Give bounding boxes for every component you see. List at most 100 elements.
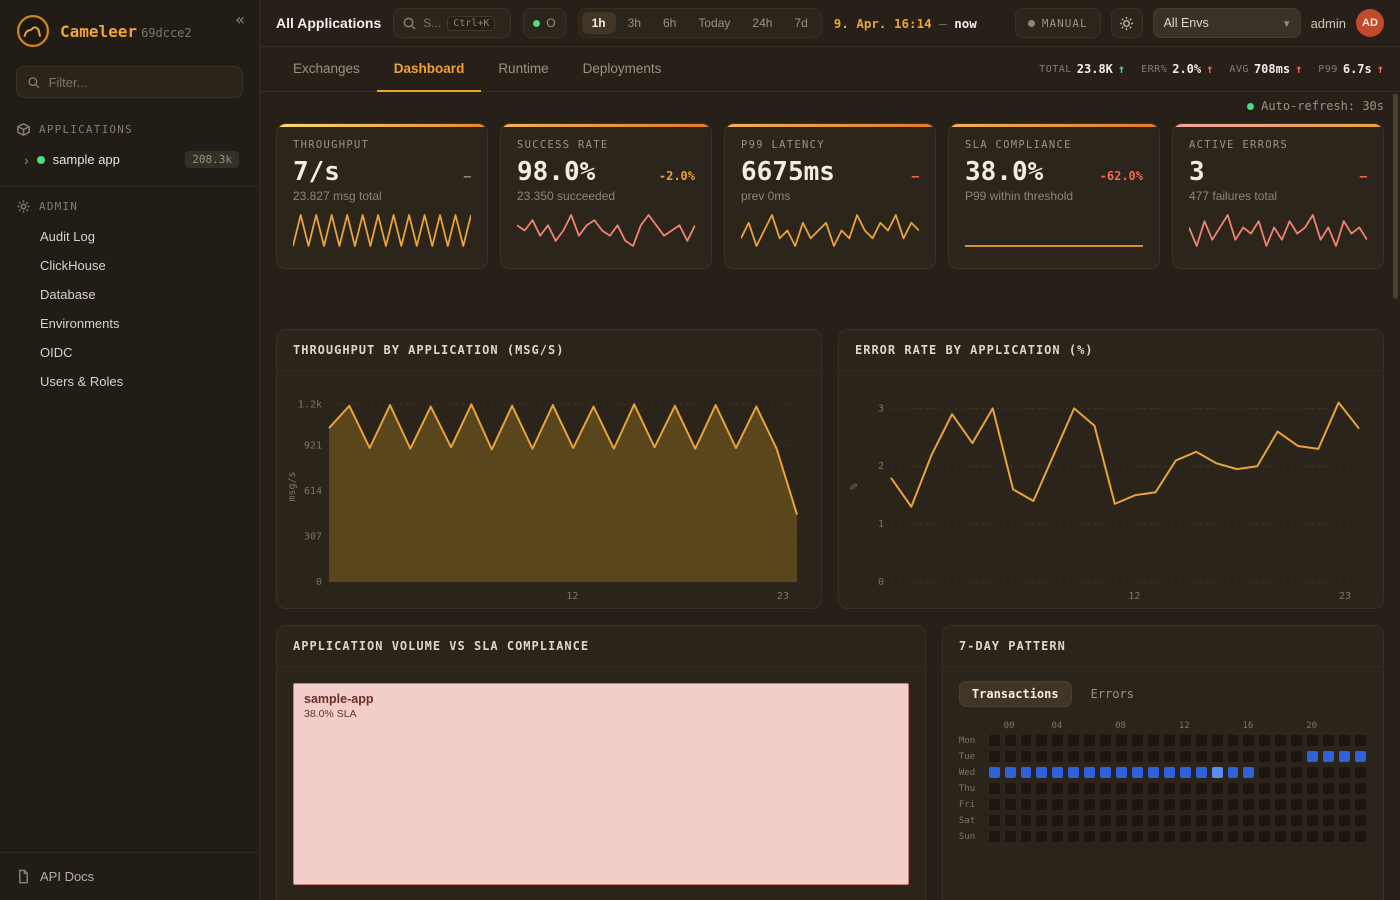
heatmap-row: Thu [959,782,1367,795]
range-3h[interactable]: 3h [618,12,651,34]
api-docs-link[interactable]: API Docs [0,852,259,900]
sidebar-item-audit-log[interactable]: Audit Log [16,222,243,251]
sidebar-item-sample-app[interactable]: › sample app 208.3k [16,145,243,174]
heatmap-cell [1115,814,1128,827]
heatmap-cell [1242,830,1255,843]
heatmap-cell [1179,782,1192,795]
heatmap-grid: 000408121620MonTueWedThuFriSatSun [959,721,1367,843]
manual-refresh-button[interactable]: MANUAL [1015,8,1101,38]
time-from: 9. Apr. 16:14 [834,16,932,31]
kpi-delta: – [912,169,919,183]
toggle-errors[interactable]: Errors [1078,681,1147,707]
treemap-rect-sample-app[interactable]: sample-app 38.0% SLA [293,683,909,885]
heatmap-cell [1179,798,1192,811]
heatmap-cell [1163,798,1176,811]
topbar-right: MANUAL All Envs ▾ admin AD [1015,8,1384,38]
filter-input[interactable] [48,75,232,90]
heatmap-cell [1115,766,1128,779]
sidebar-item-oidc[interactable]: OIDC [16,338,243,367]
tab-deployments[interactable]: Deployments [566,47,679,92]
heatmap-cell [1163,782,1176,795]
heatmap-cell [1051,798,1064,811]
heatmap-cell [1083,798,1096,811]
time-separator: — [939,16,947,31]
app-item-label: sample app [53,152,178,167]
card-accent-bar [949,124,1159,127]
heatmap-cell [1290,734,1303,747]
range-24h[interactable]: 24h [742,12,782,34]
heatmap-cell [1258,750,1271,763]
heatmap-cell [1306,830,1319,843]
sidebar-item-environments[interactable]: Environments [16,309,243,338]
env-select[interactable]: All Envs ▾ [1153,8,1301,38]
scrollbar-thumb[interactable] [1393,94,1398,299]
sun-icon [1119,16,1134,31]
sidebar-item-clickhouse[interactable]: ClickHouse [16,251,243,280]
range-today[interactable]: Today [688,12,740,34]
heatmap-cell [1242,734,1255,747]
heatmap-cell [1322,766,1335,779]
theme-toggle-button[interactable] [1111,8,1143,38]
heatmap-cell [1179,750,1192,763]
heatmap-cell [1227,798,1240,811]
heatmap-day-label: Sat [959,816,985,826]
tab-exchanges[interactable]: Exchanges [276,47,377,92]
heatmap-cell [1004,766,1017,779]
sidebar-item-users-roles[interactable]: Users & Roles [16,367,243,396]
heatmap-cell [1242,782,1255,795]
sidebar-item-database[interactable]: Database [16,280,243,309]
heatmap-cell [1338,782,1351,795]
time-range-display[interactable]: 9. Apr. 16:14 — now [834,16,977,31]
tab-dashboard[interactable]: Dashboard [377,47,482,92]
up-arrow-icon: ↑ [1206,62,1213,76]
heatmap-cell [1067,782,1080,795]
kpi-value: 3 [1189,157,1205,187]
avatar[interactable]: AD [1356,9,1384,37]
heatmap-day-label: Sun [959,832,985,842]
tab-runtime[interactable]: Runtime [481,47,565,92]
heatmap-cell [1179,830,1192,843]
range-7d[interactable]: 7d [784,12,817,34]
app-count-badge: 208.3k [185,151,239,168]
pattern-toggle-group: Transactions Errors [959,681,1367,707]
global-search[interactable]: S... Ctrl+K [393,8,511,38]
heatmap-cell [1067,734,1080,747]
card-accent-bar [1173,124,1383,127]
toggle-transactions[interactable]: Transactions [959,681,1072,707]
panel-title: ERROR RATE BY APPLICATION (%) [839,330,1383,371]
stat-avg: AVG 708ms ↑ [1229,62,1302,76]
search-shortcut-badge: Ctrl+K [447,16,495,31]
topbar: All Applications S... Ctrl+K O 1h 3h 6h … [260,0,1400,47]
applications-section: APPLICATIONS › sample app 208.3k [0,112,259,186]
heatmap-hour-label: 12 [1179,721,1192,731]
heatmap-cell [1163,766,1176,779]
collapse-sidebar-icon[interactable]: « [235,10,245,29]
heatmap-cell [1099,750,1112,763]
status-pill[interactable]: O [523,8,565,38]
search-icon [27,75,40,90]
app-status-dot [37,156,45,164]
heatmap-cell [1290,782,1303,795]
svg-text:msg/s: msg/s [287,471,298,501]
heatmap-cell [1179,814,1192,827]
dashboard-content: Auto-refresh: 30s THROUGHPUT 7/s – 23.82… [260,92,1400,900]
heatmap-cell [1004,782,1017,795]
time-to: now [954,16,977,31]
heatmap-cell [1338,734,1351,747]
heatmap-cell [1067,766,1080,779]
heatmap-cell [1322,814,1335,827]
range-1h[interactable]: 1h [582,12,616,34]
heatmap-cell [1354,750,1367,763]
heatmap-cell [1258,798,1271,811]
sidebar-header: Cameleer69dcce2 « [0,0,259,62]
heatmap-hour-label: 08 [1115,721,1128,731]
heatmap-cell [1274,734,1287,747]
error-rate-chart-panel: ERROR RATE BY APPLICATION (%) 01231223% [838,329,1384,609]
kpi-card-success-rate: SUCCESS RATE 98.0% -2.0% 23.350 succeede… [500,123,712,269]
heatmap-cell [1195,830,1208,843]
chevron-right-icon[interactable]: › [24,152,29,168]
range-6h[interactable]: 6h [653,12,686,34]
kpi-delta: – [464,169,471,183]
pattern-panel: 7-DAY PATTERN Transactions Errors 000408… [942,625,1384,900]
error-rate-line-chart: 01231223% [845,381,1373,606]
